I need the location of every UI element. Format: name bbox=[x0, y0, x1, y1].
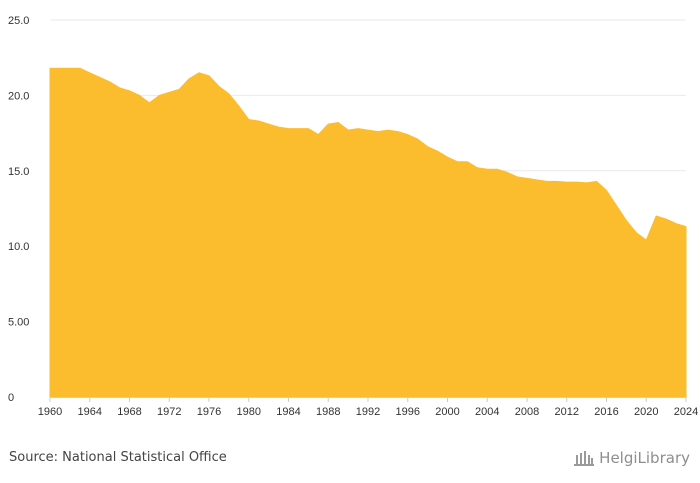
x-tick-label: 1964 bbox=[78, 406, 102, 418]
x-tick-label: 2004 bbox=[475, 406, 499, 418]
x-tick-label: 2012 bbox=[555, 406, 579, 418]
y-tick-label: 20.0 bbox=[8, 90, 29, 102]
x-tick-label: 1980 bbox=[237, 406, 261, 418]
helgi-library-logo[interactable]: HelgiLibrary bbox=[573, 449, 690, 467]
x-tick-label: 2024 bbox=[674, 406, 698, 418]
y-tick-label: 5.00 bbox=[8, 317, 29, 329]
x-tick-label: 1968 bbox=[117, 406, 141, 418]
x-tick-label: 2016 bbox=[594, 406, 618, 418]
y-tick-label: 15.0 bbox=[8, 166, 29, 178]
logo-text: HelgiLibrary bbox=[599, 449, 690, 467]
y-tick-label: 10.0 bbox=[8, 241, 29, 253]
x-tick-label: 2020 bbox=[634, 406, 658, 418]
x-tick-label: 1988 bbox=[316, 406, 340, 418]
x-tick-label: 1972 bbox=[157, 406, 181, 418]
x-tick-label: 1996 bbox=[396, 406, 420, 418]
x-tick-label: 2008 bbox=[515, 406, 539, 418]
y-tick-label: 25.0 bbox=[8, 15, 29, 27]
x-tick-label: 1992 bbox=[356, 406, 380, 418]
x-tick-label: 1984 bbox=[276, 406, 300, 418]
y-tick-label: 0 bbox=[8, 392, 14, 404]
source-note: Source: National Statistical Office bbox=[9, 450, 227, 465]
x-tick-label: 1976 bbox=[197, 406, 221, 418]
library-building-icon bbox=[574, 451, 595, 466]
x-tick-label: 1960 bbox=[38, 406, 62, 418]
area-series bbox=[49, 67, 687, 398]
y-axis: 0 5.00 10.0 15.0 20.0 25.0 bbox=[8, 15, 29, 404]
x-tick-label: 2000 bbox=[435, 406, 459, 418]
x-axis: 1960 1964 1968 1972 1976 1980 1984 1988 1992 1996… bbox=[38, 397, 698, 418]
